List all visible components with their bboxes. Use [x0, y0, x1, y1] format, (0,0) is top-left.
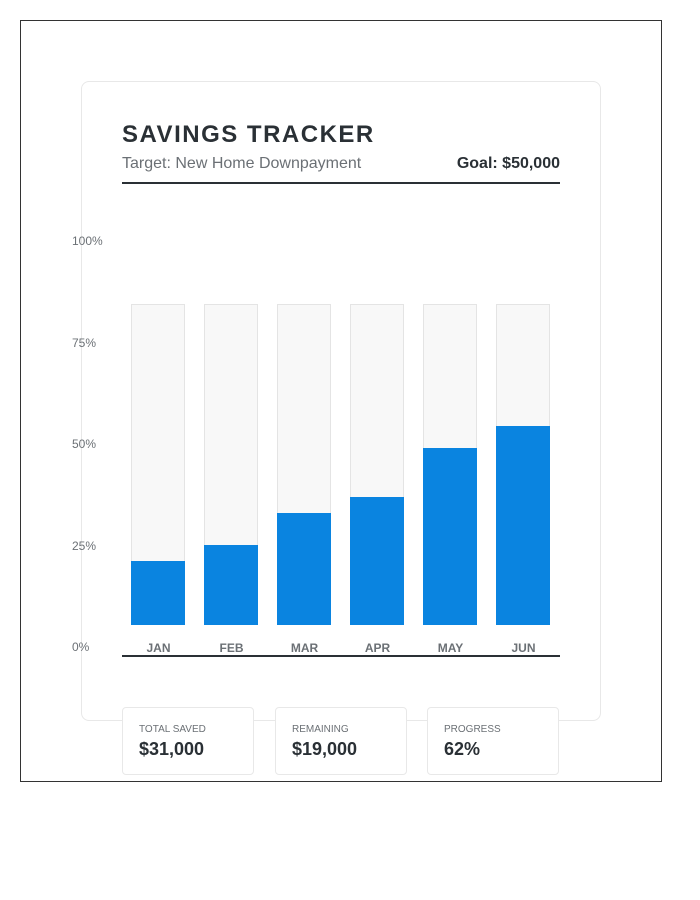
x-tick-label: JAN	[146, 641, 171, 655]
y-tick-label: 75%	[72, 336, 97, 350]
x-tick-label: MAR	[290, 641, 319, 655]
bar-mar	[277, 512, 331, 625]
x-tick-label: FEB	[219, 641, 244, 655]
bar-jun	[496, 425, 550, 625]
y-tick-label: 0%	[72, 640, 90, 654]
stat-progress: PROGRESS 62%	[427, 707, 559, 775]
header-divider	[122, 182, 560, 184]
y-tick-label: 25%	[72, 539, 97, 553]
stat-remaining: REMAINING $19,000	[275, 707, 407, 775]
bar-may	[423, 448, 477, 625]
frame	[20, 20, 662, 782]
stat-total-saved: TOTAL SAVED $31,000	[122, 707, 254, 775]
bar-apr	[350, 496, 404, 625]
y-tick-label: 50%	[72, 437, 97, 451]
y-tick-label: 100%	[72, 234, 103, 248]
x-tick-label: JUN	[511, 641, 536, 655]
goal-label: Goal: $50,000	[456, 155, 560, 172]
stat-value: $19,000	[292, 739, 358, 759]
stat-value: $31,000	[139, 739, 205, 759]
subtitle: Target: New Home Downpayment	[122, 155, 362, 172]
bar-jan	[131, 560, 185, 625]
stat-label: TOTAL SAVED	[139, 724, 206, 735]
x-tick-label: APR	[364, 641, 391, 655]
stat-label: REMAINING	[292, 724, 349, 735]
stat-label: PROGRESS	[444, 724, 501, 735]
bar-feb	[204, 544, 258, 625]
page-title: SAVINGS TRACKER	[122, 121, 375, 148]
stat-value: 62%	[444, 739, 481, 759]
x-axis-line	[122, 655, 560, 657]
x-tick-label: MAY	[437, 641, 464, 655]
